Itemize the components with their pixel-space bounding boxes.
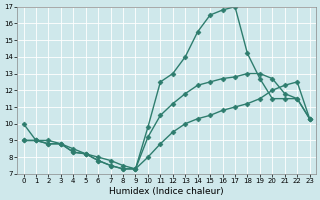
X-axis label: Humidex (Indice chaleur): Humidex (Indice chaleur)	[109, 187, 224, 196]
